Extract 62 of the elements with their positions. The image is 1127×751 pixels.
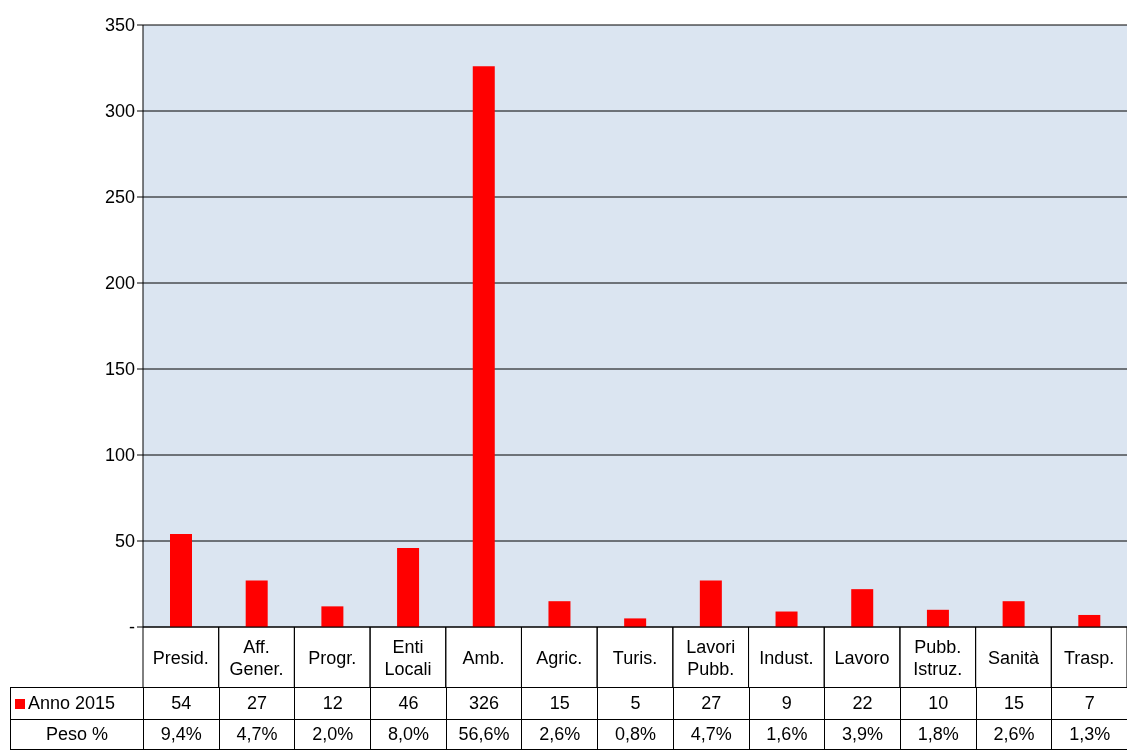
- text: 3,9%: [824, 719, 901, 750]
- x-tick-label: Indust.: [759, 648, 814, 668]
- y-tick-label: 200: [104, 273, 135, 294]
- data-label: 15: [975, 687, 1053, 720]
- x-tick-label: Progr.: [308, 648, 357, 668]
- text: 4,7%: [672, 719, 750, 750]
- data-label: 27: [672, 687, 750, 720]
- bar: [624, 618, 647, 627]
- text: Peso %: [10, 719, 144, 750]
- text: 0,8%: [597, 719, 674, 750]
- bar: [548, 601, 571, 627]
- bar: [1078, 614, 1101, 627]
- x-tick-label: Aff. Gener.: [229, 637, 284, 679]
- data-label: 27: [218, 687, 296, 720]
- data-label: 10: [899, 687, 977, 720]
- bar: [472, 66, 495, 627]
- y-tick-label: 250: [104, 187, 135, 208]
- y-tick-label: 150: [104, 359, 135, 380]
- data-label: 54: [143, 687, 220, 720]
- data-label: 12: [294, 687, 372, 720]
- text: 1,6%: [748, 719, 826, 750]
- data-label: 46: [370, 687, 447, 720]
- text: 9,4%: [143, 719, 220, 750]
- x-tick-label: Lavori Pubb.: [686, 637, 736, 679]
- data-label: 326: [445, 687, 523, 720]
- x-tick-label: Trasp.: [1063, 648, 1115, 668]
- text: 1,8%: [899, 719, 977, 750]
- data-label: 5: [597, 687, 674, 720]
- x-tick-label: Pubb. Istruz.: [913, 637, 963, 679]
- x-tick-label: Sanità: [987, 648, 1040, 668]
- bar: [1002, 601, 1025, 627]
- bar: [926, 609, 949, 627]
- x-tick-label: Lavoro: [834, 648, 890, 668]
- data-label: 9: [748, 687, 826, 720]
- y-tick-label: 100: [104, 445, 135, 466]
- x-tick-label: Enti Locali: [384, 637, 432, 679]
- text: 2,0%: [294, 719, 372, 750]
- bar: [170, 534, 192, 627]
- data-label: 22: [824, 687, 901, 720]
- y-tick-label: 300: [104, 101, 135, 122]
- y-tick-label: 50: [114, 531, 135, 552]
- x-tick-label: Agric.: [536, 648, 583, 668]
- text: 2,6%: [521, 719, 599, 750]
- text: 2,6%: [975, 719, 1053, 750]
- x-tick-label: Presid.: [152, 648, 209, 668]
- legend-label: Anno 2015: [10, 687, 144, 720]
- bar: [397, 547, 420, 627]
- data-label: 7: [1051, 687, 1127, 720]
- y-tick-label: -: [129, 617, 135, 638]
- text: 1,3%: [1051, 719, 1127, 750]
- y-tick-label: 350: [104, 15, 135, 36]
- text: 4,7%: [218, 719, 296, 750]
- bar: [775, 611, 798, 627]
- data-label: 15: [521, 687, 599, 720]
- x-tick-label: Amb.: [462, 648, 505, 668]
- bar: [699, 580, 722, 627]
- bar: [321, 606, 344, 627]
- text: 56,6%: [445, 719, 523, 750]
- bar: [851, 589, 874, 627]
- bar: [245, 580, 268, 627]
- text: 8,0%: [370, 719, 447, 750]
- x-tick-label: Turis.: [612, 648, 658, 668]
